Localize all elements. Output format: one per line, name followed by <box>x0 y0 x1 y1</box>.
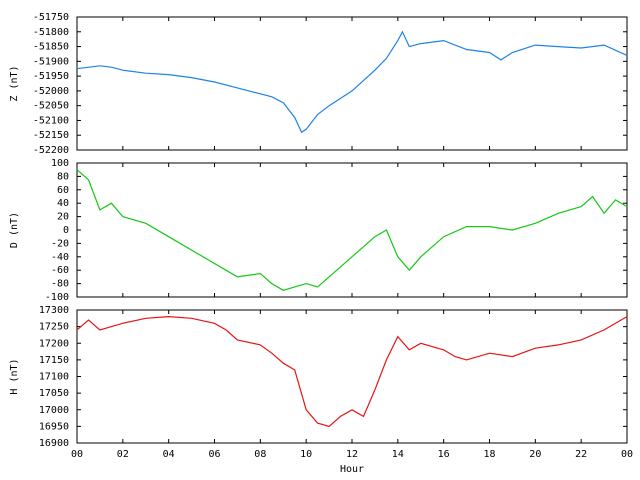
y-tick-label: -52050 <box>33 101 69 112</box>
y-tick-label: 17150 <box>39 355 69 366</box>
y-tick-label: -60 <box>51 265 69 276</box>
y-tick-label: 0 <box>63 225 69 236</box>
data-line <box>76 169 628 291</box>
y-tick-label: 100 <box>51 158 69 169</box>
y-tick-label: -51850 <box>33 42 69 53</box>
x-tick-label: 06 <box>208 449 220 460</box>
y-tick-label: 17050 <box>39 388 69 399</box>
y-tick-label: 20 <box>57 212 69 223</box>
y-tick-label: 17200 <box>39 338 69 349</box>
y-tick-label: 40 <box>57 198 69 209</box>
y-tick-label: 17300 <box>39 305 69 316</box>
x-tick-label: 00 <box>621 449 633 460</box>
y-tick-label: -52000 <box>33 86 69 97</box>
x-tick-label: 02 <box>117 449 129 460</box>
x-tick-label: 20 <box>529 449 541 460</box>
y-tick-label: -51750 <box>33 12 69 23</box>
x-tick-label: 00 <box>71 449 83 460</box>
y-tick-label: -20 <box>51 238 69 249</box>
y-axis-label: D (nT) <box>9 212 20 248</box>
y-tick-label: -52100 <box>33 115 69 126</box>
x-tick-label: 14 <box>392 449 404 460</box>
y-tick-label: 17000 <box>39 405 69 416</box>
y-tick-label: -51900 <box>33 56 69 67</box>
y-tick-label: 60 <box>57 185 69 196</box>
x-tick-label: 04 <box>163 449 175 460</box>
y-tick-label: -51800 <box>33 27 69 38</box>
y-tick-label: -52200 <box>33 145 69 156</box>
y-tick-label: 80 <box>57 171 69 182</box>
y-tick-label: 16900 <box>39 438 69 449</box>
y-axis-label: H (nT) <box>9 358 20 394</box>
plot-frame <box>76 16 628 151</box>
plot-frame <box>76 162 628 298</box>
y-tick-label: -80 <box>51 279 69 290</box>
x-tick-label: 22 <box>575 449 587 460</box>
y-tick-label: 17250 <box>39 322 69 333</box>
x-tick-label: 16 <box>438 449 450 460</box>
x-tick-label: 10 <box>300 449 312 460</box>
data-line <box>76 315 628 428</box>
y-tick-label: -40 <box>51 252 69 263</box>
x-tick-label: 08 <box>254 449 266 460</box>
y-tick-label: -100 <box>45 292 69 303</box>
x-axis-label: Hour <box>340 464 364 475</box>
y-tick-label: -51950 <box>33 71 69 82</box>
x-tick-label: 12 <box>346 449 358 460</box>
plot-frame <box>76 309 628 444</box>
y-tick-label: 17100 <box>39 372 69 383</box>
y-axis-label: Z (nT) <box>9 65 20 101</box>
data-line <box>76 30 628 134</box>
y-tick-label: -52150 <box>33 130 69 141</box>
x-tick-label: 18 <box>483 449 495 460</box>
y-tick-label: 16950 <box>39 421 69 432</box>
